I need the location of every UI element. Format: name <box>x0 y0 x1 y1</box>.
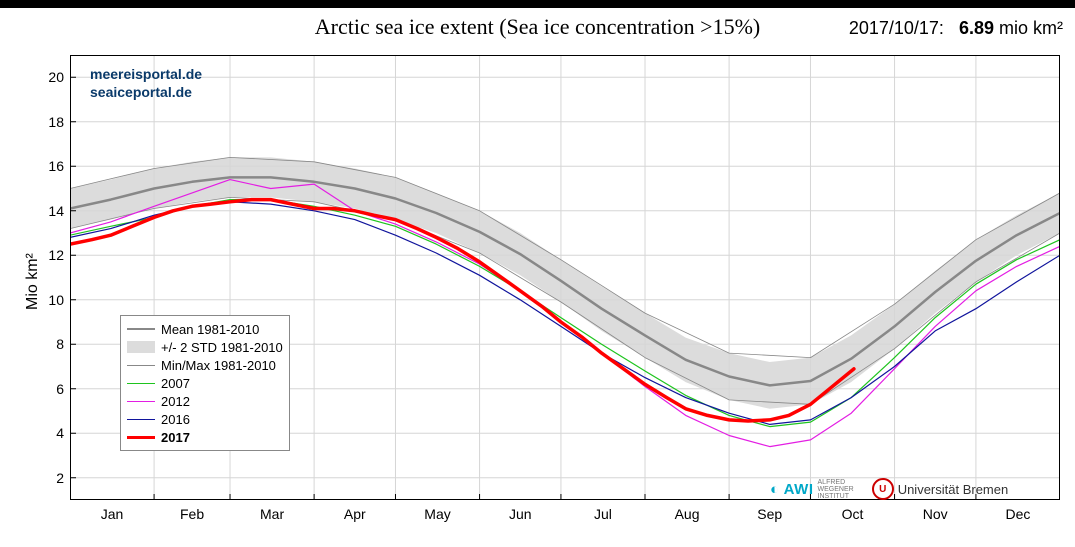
date-readout: 2017/10/17: 6.89 mio km² <box>849 18 1063 39</box>
x-tick-label: Sep <box>757 506 782 522</box>
y-tick-label: 18 <box>34 114 64 130</box>
legend-item: 2007 <box>127 374 283 392</box>
portal-links: meereisportal.de seaiceportal.de <box>90 66 202 101</box>
awi-logo-sub: ALFRED WEGENER INSTITUT <box>818 479 854 500</box>
legend-swatch <box>127 430 155 444</box>
x-tick-label: May <box>424 506 450 522</box>
legend-swatch <box>127 376 155 390</box>
x-tick-label: Jul <box>594 506 612 522</box>
awi-logo-text: AWI <box>784 481 814 498</box>
uni-bremen-icon: U <box>872 478 894 500</box>
legend-swatch <box>127 394 155 408</box>
x-tick-label: Oct <box>842 506 864 522</box>
legend-label: 2012 <box>161 394 190 409</box>
legend-swatch <box>127 412 155 426</box>
x-tick-label: Jan <box>101 506 124 522</box>
x-tick-label: Feb <box>180 506 204 522</box>
legend-label: Mean 1981-2010 <box>161 322 259 337</box>
logos: ◐ AWI ALFRED WEGENER INSTITUT U Universi… <box>770 478 1008 500</box>
x-tick-label: Mar <box>260 506 284 522</box>
canvas: Arctic sea ice extent (Sea ice concentra… <box>0 0 1075 547</box>
legend-swatch <box>127 358 155 372</box>
y-tick-label: 6 <box>34 381 64 397</box>
x-tick-label: Dec <box>1006 506 1031 522</box>
legend-swatch <box>127 322 155 336</box>
legend-item: 2012 <box>127 392 283 410</box>
legend: Mean 1981-2010 +/- 2 STD 1981-2010 Min/Max… <box>120 315 290 451</box>
legend-label: 2016 <box>161 412 190 427</box>
y-tick-label: 16 <box>34 158 64 174</box>
legend-label: 2007 <box>161 376 190 391</box>
x-tick-label: Jun <box>509 506 532 522</box>
uni-bremen-text: Universität Bremen <box>898 482 1009 497</box>
legend-swatch <box>127 340 155 354</box>
readout-unit: mio km² <box>999 18 1063 38</box>
y-tick-label: 8 <box>34 336 64 352</box>
uni-bremen-logo: U Universität Bremen <box>872 478 1009 500</box>
legend-item: +/- 2 STD 1981-2010 <box>127 338 283 356</box>
y-tick-label: 20 <box>34 69 64 85</box>
legend-item: Mean 1981-2010 <box>127 320 283 338</box>
x-tick-label: Apr <box>344 506 366 522</box>
x-tick-label: Nov <box>923 506 948 522</box>
legend-item: Min/Max 1981-2010 <box>127 356 283 374</box>
legend-item: 2017 <box>127 428 283 446</box>
y-tick-label: 4 <box>34 425 64 441</box>
x-tick-label: Aug <box>675 506 700 522</box>
y-axis-label: Mio km² <box>24 253 42 310</box>
portal-link-1: meereisportal.de <box>90 66 202 84</box>
legend-label: 2017 <box>161 430 190 445</box>
chart-title: Arctic sea ice extent (Sea ice concentra… <box>315 14 760 39</box>
readout-date: 2017/10/17: <box>849 18 944 38</box>
legend-label: Min/Max 1981-2010 <box>161 358 276 373</box>
y-tick-label: 14 <box>34 203 64 219</box>
top-black-bar <box>0 0 1075 8</box>
legend-item: 2016 <box>127 410 283 428</box>
legend-label: +/- 2 STD 1981-2010 <box>161 340 283 355</box>
readout-value: 6.89 <box>959 18 994 38</box>
y-tick-label: 2 <box>34 470 64 486</box>
portal-link-2: seaiceportal.de <box>90 84 202 102</box>
awi-logo: ◐ AWI ALFRED WEGENER INSTITUT <box>770 479 854 500</box>
